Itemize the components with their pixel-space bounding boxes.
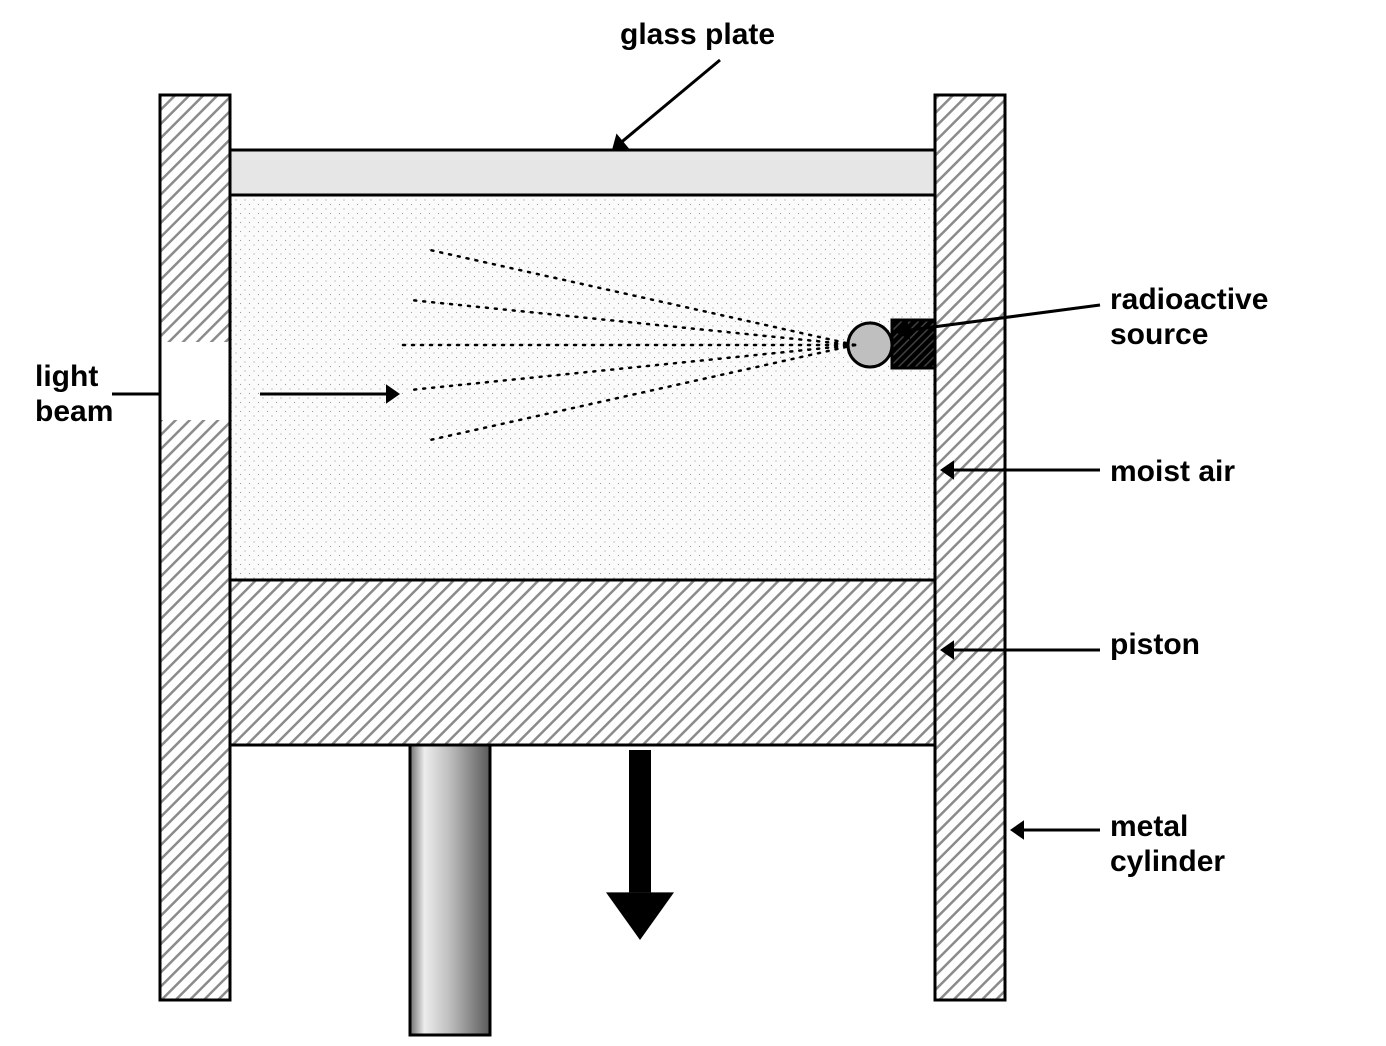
piston-rod [410,745,490,1035]
piston-down-arrow-head [606,892,674,940]
label-glass-plate: glass plate [620,18,775,53]
diagram-stage: glass plate radioactive source light bea… [0,0,1386,1046]
label-piston: piston [1110,628,1200,663]
cylinder-wall-right [935,95,1005,1000]
label-moist-air: moist air [1110,455,1235,490]
cylinder-wall-left [160,95,230,1000]
arrow-metal-cylinder-head [1010,820,1024,840]
glass-plate [200,150,965,195]
moist-air-region [230,195,935,580]
arrow-glass-plate-head [612,134,629,150]
piston-down-arrow-shaft [629,750,651,892]
label-light-beam: light beam [35,360,113,429]
label-metal-cylinder: metal cylinder [1110,810,1225,879]
piston-block [230,580,935,745]
arrow-glass-plate-shaft [622,60,720,142]
label-radioactive-source: radioactive source [1110,283,1268,352]
light-beam-window [162,342,229,420]
diagram-svg [0,0,1386,1046]
